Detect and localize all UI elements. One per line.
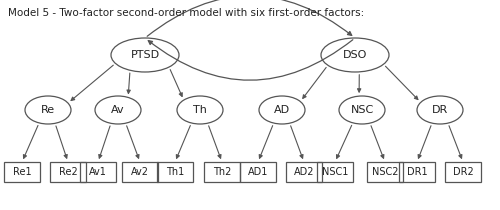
Text: Re1: Re1 bbox=[12, 167, 32, 177]
Text: DR2: DR2 bbox=[452, 167, 473, 177]
Text: Re: Re bbox=[41, 105, 55, 115]
Bar bbox=[80, 162, 116, 182]
Text: NSC2: NSC2 bbox=[372, 167, 398, 177]
Text: Av1: Av1 bbox=[89, 167, 107, 177]
Text: Model 5 - Two-factor second-order model with six first-order factors:: Model 5 - Two-factor second-order model … bbox=[8, 8, 364, 18]
Bar bbox=[157, 162, 193, 182]
Bar bbox=[317, 162, 353, 182]
Text: DR1: DR1 bbox=[406, 167, 428, 177]
Text: Re2: Re2 bbox=[58, 167, 78, 177]
Bar bbox=[286, 162, 322, 182]
Text: AD: AD bbox=[274, 105, 290, 115]
Bar bbox=[240, 162, 276, 182]
Text: NSC: NSC bbox=[350, 105, 374, 115]
Bar bbox=[4, 162, 40, 182]
Bar bbox=[367, 162, 403, 182]
Text: AD2: AD2 bbox=[294, 167, 314, 177]
Text: Th1: Th1 bbox=[166, 167, 184, 177]
Bar bbox=[399, 162, 435, 182]
Text: AD1: AD1 bbox=[248, 167, 268, 177]
Bar bbox=[122, 162, 158, 182]
Text: Th: Th bbox=[193, 105, 207, 115]
Text: DSO: DSO bbox=[343, 50, 367, 60]
Text: DR: DR bbox=[432, 105, 448, 115]
Bar bbox=[50, 162, 86, 182]
Bar bbox=[204, 162, 240, 182]
Text: Av2: Av2 bbox=[131, 167, 149, 177]
Bar bbox=[445, 162, 481, 182]
Text: Th2: Th2 bbox=[213, 167, 231, 177]
Text: NSC1: NSC1 bbox=[322, 167, 348, 177]
Text: PTSD: PTSD bbox=[130, 50, 160, 60]
Text: Av: Av bbox=[111, 105, 125, 115]
